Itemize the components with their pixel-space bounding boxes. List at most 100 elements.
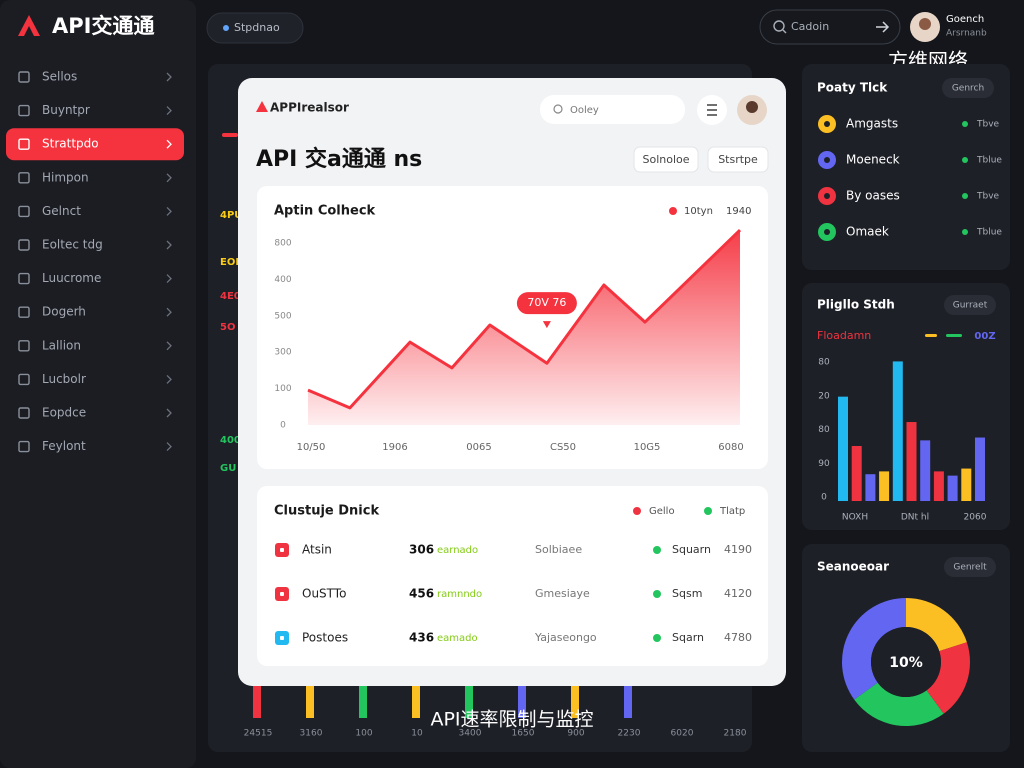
callout-label: 70V 76	[527, 296, 566, 309]
modal-button-label: Stsrtpe	[718, 153, 758, 166]
row-tag: earnado	[437, 545, 478, 556]
panel-button[interactable]	[944, 557, 996, 577]
legend-label: 1940	[726, 206, 751, 217]
row-status: Sqarn	[672, 631, 704, 644]
background-label: 5O	[220, 322, 235, 333]
menu-item[interactable]: Eopdce	[42, 406, 86, 420]
y-tick-label: 20	[818, 391, 830, 401]
menu-icon	[18, 138, 30, 150]
menu-chevron	[166, 139, 172, 149]
row-value: 4120	[724, 587, 752, 600]
background-label: 4PU	[220, 210, 242, 221]
menu-icon	[18, 205, 30, 218]
donut-segment	[906, 598, 967, 652]
status-dot	[962, 193, 968, 199]
status-dot	[962, 121, 968, 127]
row-count: 456	[409, 587, 434, 601]
bar	[906, 422, 917, 501]
table-title: Clustuje Dnick	[274, 504, 379, 519]
filter-pill[interactable]	[206, 12, 304, 44]
modal-button[interactable]	[707, 146, 769, 173]
brand-name: API交通通	[52, 14, 154, 38]
panel-button[interactable]	[942, 78, 994, 98]
legend-dot	[633, 507, 641, 515]
panel-button-label: Genrelt	[953, 563, 987, 573]
legend-dot	[704, 507, 712, 515]
legend-swatch	[925, 334, 937, 337]
background-label: GU	[220, 463, 236, 474]
menu-chevron	[166, 307, 172, 317]
menu-icon	[18, 340, 30, 352]
panel-button[interactable]	[944, 295, 996, 315]
background-axis-label: 24515	[244, 729, 273, 739]
status-dot	[653, 546, 661, 554]
row-value: 4190	[724, 543, 752, 556]
menu-item[interactable]: Sellos	[42, 70, 77, 84]
menu-icon	[18, 440, 30, 453]
y-tick-label: 800	[274, 239, 291, 249]
bar	[947, 475, 958, 501]
x-tick-label: 10/50	[297, 442, 326, 453]
menu-chevron	[166, 106, 172, 116]
modal-logo	[256, 101, 268, 112]
donut-segment	[926, 642, 970, 714]
menu-item[interactable]: Lucbolr	[42, 372, 86, 386]
user-name: Goench	[946, 14, 984, 25]
bar	[865, 474, 876, 501]
search-icon-handle	[782, 29, 787, 34]
row-name: Postoes	[302, 631, 348, 645]
modal-button[interactable]	[633, 146, 699, 173]
menu-chevron	[166, 408, 172, 418]
menu-chevron	[166, 374, 172, 384]
row-category: Gmesiaye	[535, 587, 590, 600]
modal-search-icon	[553, 104, 563, 114]
status-dot	[653, 590, 661, 598]
modal-avatar-head	[746, 101, 758, 113]
menu-item[interactable]: Himpon	[42, 170, 89, 184]
bar-subtitle: Floadamn	[817, 329, 871, 342]
callout-pointer	[542, 321, 551, 329]
background-bar	[624, 680, 632, 718]
y-tick-label: 90	[818, 459, 830, 469]
menu-icon	[18, 71, 30, 83]
background-axis-label: 3160	[300, 729, 323, 739]
row-category: Solbiaee	[535, 543, 582, 556]
background-label: EOD	[220, 257, 244, 268]
menu-item[interactable]: Buyntpr	[42, 103, 90, 117]
menu-item[interactable]: Feylont	[42, 439, 86, 453]
menu-item[interactable]: Gelnct	[42, 204, 81, 218]
row-category: Yajaseongo	[534, 631, 597, 644]
legend-swatch	[946, 334, 962, 337]
bar	[892, 361, 903, 501]
user-avatar-head	[919, 18, 931, 30]
y-tick-label: 400	[274, 275, 291, 285]
caption: API速率限制与监控	[430, 709, 593, 731]
menu-icon	[18, 104, 30, 117]
menu-item[interactable]: Lallion	[42, 338, 81, 352]
menu-icon	[18, 407, 30, 419]
modal-brand: APPIrealsor	[270, 101, 349, 115]
modal-button-label: Solnoloe	[642, 153, 689, 166]
menu-icon	[18, 306, 30, 318]
background-axis-label: 6020	[671, 729, 694, 739]
row-name: Atsin	[302, 543, 332, 557]
row-value: 4780	[724, 631, 752, 644]
row-status: Squarn	[672, 543, 711, 556]
item-name: By oases	[846, 189, 900, 203]
background-bar	[306, 680, 314, 718]
y-tick-label: 300	[274, 348, 291, 358]
modal-search[interactable]	[540, 95, 685, 124]
donut-segment	[841, 598, 906, 700]
search-box[interactable]	[759, 9, 901, 45]
item-status: Tblue	[976, 156, 1002, 166]
pill-dot	[223, 25, 229, 31]
menu-item[interactable]: Eoltec tdg	[42, 238, 103, 252]
menu-chevron	[166, 173, 172, 183]
brand-logo	[18, 15, 40, 36]
background-axis-label: 900	[567, 729, 584, 739]
menu-item[interactable]: Luucrome	[42, 271, 101, 285]
menu-item[interactable]: Dogerh	[42, 305, 86, 319]
bar	[933, 471, 944, 501]
menu-item[interactable]: Strattpdo	[42, 137, 99, 151]
